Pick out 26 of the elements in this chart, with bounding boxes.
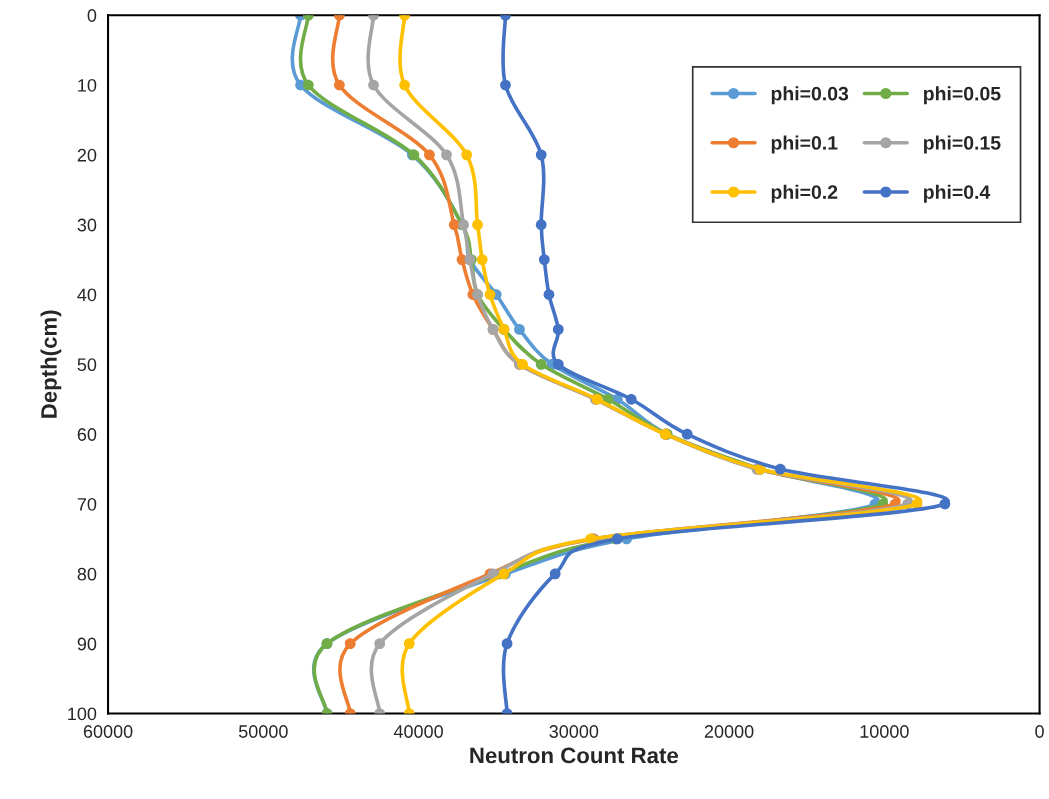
x-tick-label: 20000 bbox=[704, 725, 754, 738]
x-tick-label: 0 bbox=[1035, 725, 1044, 738]
legend-label: phi=0.4 bbox=[924, 184, 991, 203]
y-tick-label: 0 bbox=[87, 9, 97, 22]
y-tick-label: 90 bbox=[77, 637, 97, 651]
legend-label: phi=0.1 bbox=[771, 135, 838, 154]
legend-label: phi=0.03 bbox=[771, 86, 849, 105]
y-tick-label: 20 bbox=[77, 148, 97, 162]
y-tick-label: 70 bbox=[77, 497, 97, 511]
x-tick-label: 30000 bbox=[549, 725, 599, 738]
x-tick-label: 40000 bbox=[393, 725, 443, 738]
x-tick-label: 50000 bbox=[238, 725, 288, 738]
legend-label: phi=0.05 bbox=[924, 86, 1001, 105]
x-axis-title: Neutron Count Rate bbox=[470, 747, 678, 764]
legend-label: phi=0.15 bbox=[924, 135, 1001, 154]
y-tick-label: 30 bbox=[77, 218, 97, 232]
y-tick-label: 80 bbox=[77, 567, 97, 581]
y-tick-label: 10 bbox=[78, 78, 97, 92]
y-tick-label: 50 bbox=[77, 358, 97, 372]
legend-label: phi=0.2 bbox=[771, 184, 838, 203]
y-tick-label: 60 bbox=[77, 428, 97, 441]
y-axis-title: Depth(cm) bbox=[40, 310, 62, 418]
y-tick-label: 100 bbox=[68, 707, 97, 721]
x-tick-label: 10000 bbox=[860, 725, 909, 738]
y-tick-label: 40 bbox=[77, 288, 97, 302]
x-tick-label: 60000 bbox=[83, 725, 133, 738]
